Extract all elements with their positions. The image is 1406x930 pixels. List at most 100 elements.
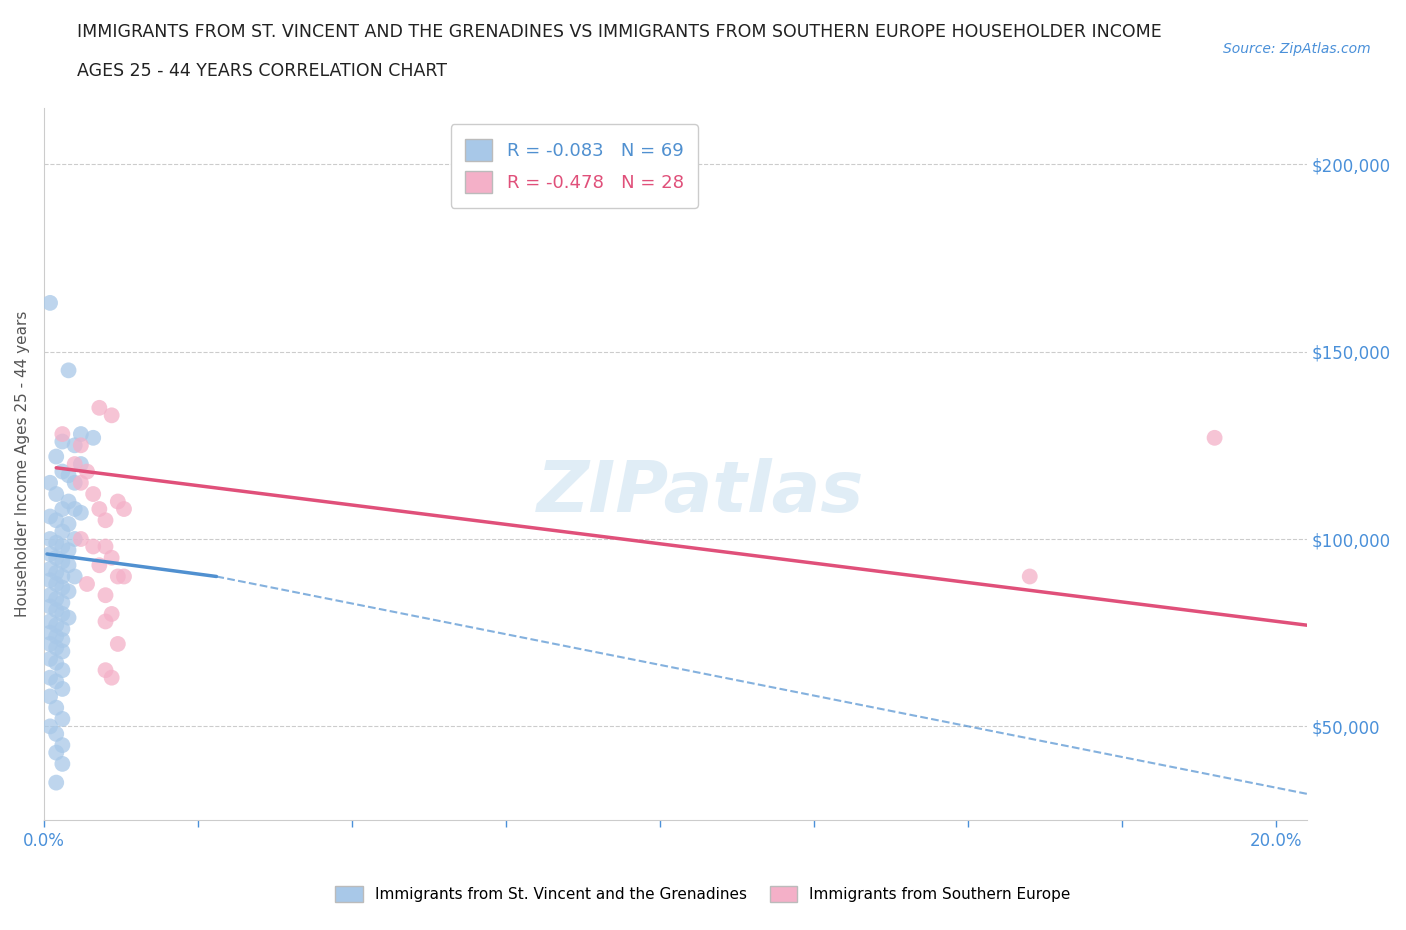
Text: AGES 25 - 44 YEARS CORRELATION CHART: AGES 25 - 44 YEARS CORRELATION CHART (77, 62, 447, 80)
Point (58, 558, 80, 573)
Point (82, 486, 104, 501)
Point (51, 501, 73, 516)
Point (45, 629, 67, 644)
Point (100, 671, 122, 685)
Point (39, 636, 62, 651)
Point (107, 569, 129, 584)
Point (51, 595, 73, 610)
Point (1204, 431, 1226, 445)
Point (45, 726, 67, 741)
Point (70, 457, 93, 472)
Point (39, 625, 62, 640)
Point (51, 756, 73, 771)
Point (39, 614, 62, 629)
Point (112, 569, 135, 584)
Point (1018, 569, 1040, 584)
Point (58, 468, 80, 483)
Point (58, 610, 80, 625)
Point (51, 464, 73, 479)
Point (70, 475, 93, 490)
Point (51, 682, 73, 697)
Point (51, 606, 73, 621)
Point (51, 427, 73, 442)
Point (45, 603, 67, 618)
Point (39, 562, 62, 577)
Point (70, 438, 93, 453)
Point (39, 599, 62, 614)
Point (89, 501, 111, 516)
Legend: R = -0.083   N = 69, R = -0.478   N = 28: R = -0.083 N = 69, R = -0.478 N = 28 (451, 124, 699, 208)
Point (51, 554, 73, 569)
Point (51, 632, 73, 647)
Point (45, 745, 67, 760)
Point (51, 621, 73, 636)
Point (89, 558, 111, 573)
Point (39, 689, 62, 704)
Point (51, 663, 73, 678)
Point (63, 438, 86, 453)
Point (51, 737, 73, 752)
Point (39, 573, 62, 588)
Point (63, 569, 86, 584)
Point (51, 569, 73, 584)
Point (39, 719, 62, 734)
Point (63, 501, 86, 516)
Point (45, 551, 67, 565)
Point (51, 434, 73, 449)
Point (63, 457, 86, 472)
Point (76, 577, 98, 591)
Point (45, 656, 67, 671)
Point (94, 663, 117, 678)
Point (45, 776, 67, 790)
Point (39, 652, 62, 667)
Point (45, 618, 67, 632)
Point (51, 711, 73, 726)
Point (94, 614, 117, 629)
Point (39, 671, 62, 685)
Point (100, 606, 122, 621)
Y-axis label: Householder Income Ages 25 - 44 years: Householder Income Ages 25 - 44 years (15, 311, 30, 618)
Point (94, 512, 117, 527)
Point (39, 509, 62, 524)
Point (39, 547, 62, 562)
Point (45, 591, 67, 606)
Point (39, 475, 62, 490)
Point (45, 700, 67, 715)
Point (39, 296, 62, 311)
Point (45, 565, 67, 580)
Point (58, 363, 80, 378)
Point (89, 401, 111, 416)
Point (63, 532, 86, 547)
Text: Source: ZipAtlas.com: Source: ZipAtlas.com (1223, 42, 1371, 56)
Legend: Immigrants from St. Vincent and the Grenadines, Immigrants from Southern Europe: Immigrants from St. Vincent and the Gren… (329, 880, 1077, 909)
Point (45, 449, 67, 464)
Point (45, 577, 67, 591)
Point (112, 501, 135, 516)
Point (94, 539, 117, 554)
Point (82, 431, 104, 445)
Text: IMMIGRANTS FROM ST. VINCENT AND THE GRENADINES VS IMMIGRANTS FROM SOUTHERN EUROP: IMMIGRANTS FROM ST. VINCENT AND THE GREN… (77, 23, 1163, 41)
Point (51, 525, 73, 539)
Point (45, 536, 67, 551)
Text: ZIPatlas: ZIPatlas (537, 458, 865, 527)
Point (45, 486, 67, 501)
Point (63, 475, 86, 490)
Point (58, 516, 80, 531)
Point (70, 427, 93, 442)
Point (100, 551, 122, 565)
Point (45, 674, 67, 689)
Point (51, 644, 73, 658)
Point (51, 539, 73, 554)
Point (107, 636, 129, 651)
Point (94, 588, 117, 603)
Point (58, 494, 80, 509)
Point (45, 640, 67, 655)
Point (39, 532, 62, 547)
Point (76, 464, 98, 479)
Point (70, 532, 93, 547)
Point (39, 588, 62, 603)
Point (51, 580, 73, 595)
Point (107, 494, 129, 509)
Point (58, 584, 80, 599)
Point (58, 543, 80, 558)
